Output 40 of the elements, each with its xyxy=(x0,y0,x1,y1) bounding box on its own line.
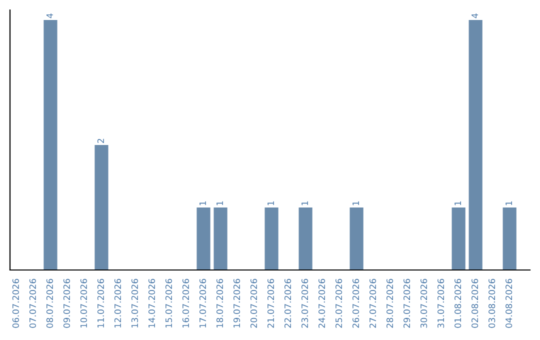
data-label: 2 xyxy=(97,138,104,143)
x-tick-label: 27.07.2026 xyxy=(369,278,376,328)
data-label: 1 xyxy=(216,201,223,206)
x-tick-label: 12.07.2026 xyxy=(114,278,122,328)
x-tick-label: 01.08.2026 xyxy=(454,278,462,328)
x-tick-label: 31.07.2026 xyxy=(437,278,444,328)
data-label: 1 xyxy=(454,201,461,206)
data-label: 1 xyxy=(268,201,274,206)
x-tick-label: 21.07.2026 xyxy=(267,278,274,328)
x-tick-label: 13.07.2026 xyxy=(131,278,138,328)
x-tick-label: 11.07.2026 xyxy=(97,278,104,328)
x-tick-label: 17.07.2026 xyxy=(199,278,206,328)
data-label: 4 xyxy=(46,14,53,18)
x-tick-label: 03.08.2026 xyxy=(488,278,496,328)
x-tick-label: 10.07.2026 xyxy=(80,278,88,328)
x-tick-label: 20.07.2026 xyxy=(250,278,258,328)
x-tick-label: 26.07.2026 xyxy=(352,278,360,328)
x-tick-label: 08.07.2026 xyxy=(46,278,54,328)
data-label: 1 xyxy=(352,201,359,206)
x-tick-label: 18.07.2026 xyxy=(216,278,224,328)
x-tick-label: 25.07.2026 xyxy=(335,278,342,328)
x-tick-label: 02.08.2026 xyxy=(472,278,478,328)
x-tick-label: 29.07.2026 xyxy=(403,278,410,328)
x-tick-label: 15.07.2026 xyxy=(165,278,172,328)
x-tick-label: 16.07.2026 xyxy=(182,278,190,328)
x-tick-label: 23.07.2026 xyxy=(301,278,308,328)
x-tick-label: 28.07.2026 xyxy=(386,278,394,328)
data-label: 1 xyxy=(506,201,512,206)
x-tick-label: 06.07.2026 xyxy=(12,278,19,328)
x-tick-label: 14.07.2026 xyxy=(148,278,156,328)
x-tick-label: 04.08.2026 xyxy=(506,278,512,328)
x-tick-label: 09.07.2026 xyxy=(63,278,70,328)
x-tick-label: 19.07.2026 xyxy=(233,278,240,328)
data-label: 1 xyxy=(302,201,308,206)
x-tick-label: 30.07.2026 xyxy=(420,278,428,328)
x-tick-label: 24.07.2026 xyxy=(318,278,326,328)
x-tick-label: 07.07.2026 xyxy=(29,278,36,328)
x-tick-label: 22.07.2026 xyxy=(284,278,292,328)
data-label: 4 xyxy=(472,14,478,18)
data-label: 1 xyxy=(200,201,206,206)
